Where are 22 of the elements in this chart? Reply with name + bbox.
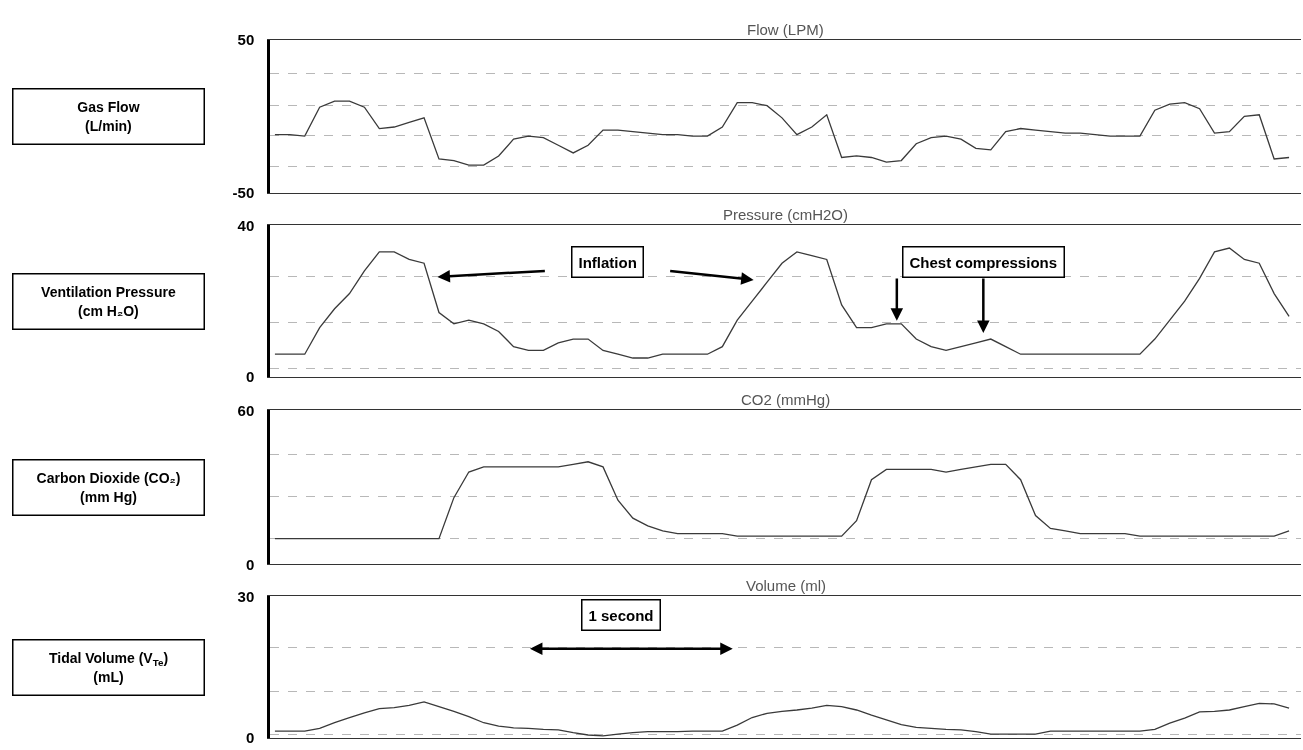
annotation: 1 second: [588, 606, 654, 624]
y-tick-label: -50: [232, 183, 255, 201]
y-tick-label: 40: [237, 216, 255, 234]
chart-title: Pressure (cmH2O): [723, 206, 849, 223]
y-axis-title: Gas Flow (L/min): [77, 99, 140, 134]
annotation: Inflation: [578, 253, 637, 271]
y-tick-label: 0: [245, 729, 255, 747]
y-tick-label: 0: [245, 368, 255, 386]
y-axis-title: Carbon Dioxide (CO₂) (mm Hg): [36, 470, 181, 505]
chart-title: CO2 (mmHg): [741, 391, 831, 408]
annotation: Chest compressions: [909, 253, 1058, 271]
text: Tidal Volume (V$_{Te}$) (mL): [48, 650, 169, 685]
y-tick-label: 0: [245, 555, 255, 573]
y-tick-label: 50: [237, 31, 255, 49]
line-series: [274, 461, 1290, 540]
y-tick-label: 60: [237, 401, 255, 419]
y-tick-label: 30: [237, 587, 255, 605]
y-axis-title: Ventilation Pressure (cm H₂O): [41, 284, 176, 319]
line-series: [274, 100, 1290, 166]
chart-title: Volume (ml): [746, 577, 827, 594]
line-series: [274, 247, 1290, 359]
chart-title: Flow (LPM): [747, 21, 824, 38]
